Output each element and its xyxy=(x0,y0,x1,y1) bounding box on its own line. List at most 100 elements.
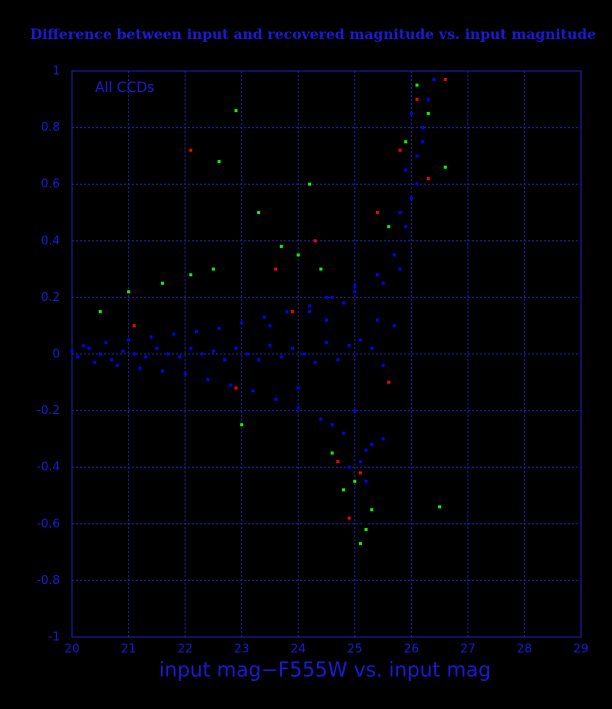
point xyxy=(409,111,413,115)
point xyxy=(189,273,193,277)
point xyxy=(353,284,357,288)
point xyxy=(279,355,283,359)
point xyxy=(206,377,210,381)
point xyxy=(166,352,170,356)
y-tick-label: 0.8 xyxy=(41,120,60,134)
point xyxy=(308,304,312,308)
point xyxy=(104,341,108,345)
point xyxy=(98,310,102,314)
point xyxy=(200,352,204,356)
point xyxy=(127,290,131,294)
point xyxy=(228,383,232,387)
x-tick-label: 20 xyxy=(64,642,79,656)
point xyxy=(104,261,108,265)
point xyxy=(364,522,368,526)
point xyxy=(132,324,136,328)
point xyxy=(308,310,312,314)
x-tick-label: 28 xyxy=(517,642,532,656)
point xyxy=(392,324,396,328)
point xyxy=(127,338,131,342)
point xyxy=(370,346,374,350)
point xyxy=(443,77,447,81)
point xyxy=(268,344,272,348)
point xyxy=(313,239,317,243)
point xyxy=(325,318,328,322)
x-tick-label: 22 xyxy=(177,642,192,656)
point xyxy=(404,225,408,229)
point xyxy=(375,273,379,277)
point xyxy=(381,281,385,285)
point xyxy=(392,253,396,257)
point xyxy=(76,324,80,328)
y-tick-label: 0.2 xyxy=(41,290,60,304)
point xyxy=(370,621,374,625)
x-tick-label: 23 xyxy=(234,642,249,656)
point xyxy=(189,346,193,350)
point xyxy=(257,358,261,362)
point xyxy=(87,346,91,350)
point xyxy=(302,352,306,356)
plot-frame xyxy=(71,70,582,638)
point xyxy=(160,281,164,285)
point xyxy=(398,148,402,152)
point xyxy=(387,225,391,229)
point xyxy=(138,366,142,370)
point xyxy=(132,352,136,356)
point xyxy=(189,148,193,152)
point xyxy=(398,211,402,214)
point xyxy=(211,349,215,353)
point xyxy=(341,301,345,305)
point xyxy=(409,196,413,200)
point xyxy=(404,140,408,144)
point xyxy=(313,360,317,364)
x-tick-label: 29 xyxy=(573,642,588,656)
point xyxy=(364,448,368,452)
point xyxy=(426,111,430,115)
point xyxy=(274,267,278,271)
point xyxy=(115,363,119,367)
point xyxy=(341,488,345,492)
point xyxy=(325,341,328,345)
y-tick-label: -0.2 xyxy=(37,403,60,417)
y-tick-label: 1 xyxy=(52,64,60,78)
point xyxy=(149,335,153,339)
point xyxy=(336,460,340,464)
point xyxy=(500,162,504,166)
point xyxy=(262,315,266,319)
point xyxy=(336,358,340,362)
point xyxy=(398,267,402,271)
point xyxy=(93,360,97,364)
point xyxy=(438,505,442,509)
point xyxy=(240,321,244,325)
point xyxy=(347,516,351,520)
point xyxy=(211,267,215,271)
point xyxy=(234,109,238,113)
point xyxy=(415,154,419,158)
point xyxy=(404,168,408,172)
point xyxy=(257,211,261,214)
point xyxy=(296,406,300,410)
point xyxy=(347,344,351,348)
point xyxy=(319,267,323,271)
point xyxy=(330,423,334,427)
point xyxy=(347,465,351,469)
point xyxy=(245,352,249,356)
point xyxy=(381,437,385,441)
point xyxy=(336,304,340,308)
annotation: All CCDs xyxy=(95,80,154,96)
point xyxy=(223,358,227,362)
point xyxy=(370,508,374,512)
point xyxy=(98,352,102,356)
y-tick-label: -0.8 xyxy=(37,573,60,587)
point xyxy=(160,369,164,373)
x-tick-label: 27 xyxy=(460,642,475,656)
point xyxy=(358,471,362,475)
point xyxy=(70,349,74,353)
point xyxy=(177,355,181,359)
point xyxy=(364,479,368,483)
x-tick-label: 21 xyxy=(121,642,136,656)
point xyxy=(381,363,385,367)
point xyxy=(358,338,362,342)
point xyxy=(296,386,300,390)
point xyxy=(121,349,125,353)
